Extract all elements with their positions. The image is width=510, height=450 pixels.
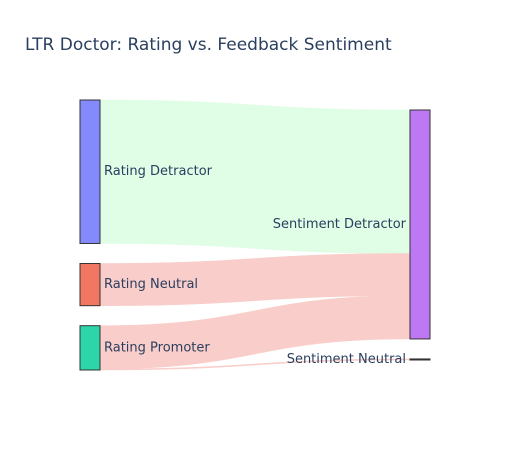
node-label-rp: Rating Promoter — [104, 340, 210, 355]
chart-title: LTR Doctor: Rating vs. Feedback Sentimen… — [25, 35, 392, 55]
nodes-layer — [79, 99, 431, 371]
node-rp[interactable] — [79, 325, 101, 371]
links-layer — [99, 99, 411, 371]
node-label-rn: Rating Neutral — [104, 277, 198, 292]
node-rn[interactable] — [79, 262, 101, 307]
labels-layer: Rating Detractor Rating Neutral Rating Pro… — [104, 164, 407, 367]
node-label-sn: Sentiment Neutral — [287, 352, 406, 367]
node-label-rd: Rating Detractor — [104, 164, 213, 179]
node-rd[interactable] — [79, 99, 101, 244]
node-sn[interactable] — [409, 358, 431, 361]
node-label-sd: Sentiment Detractor — [273, 217, 407, 232]
node-sd[interactable] — [409, 109, 431, 340]
